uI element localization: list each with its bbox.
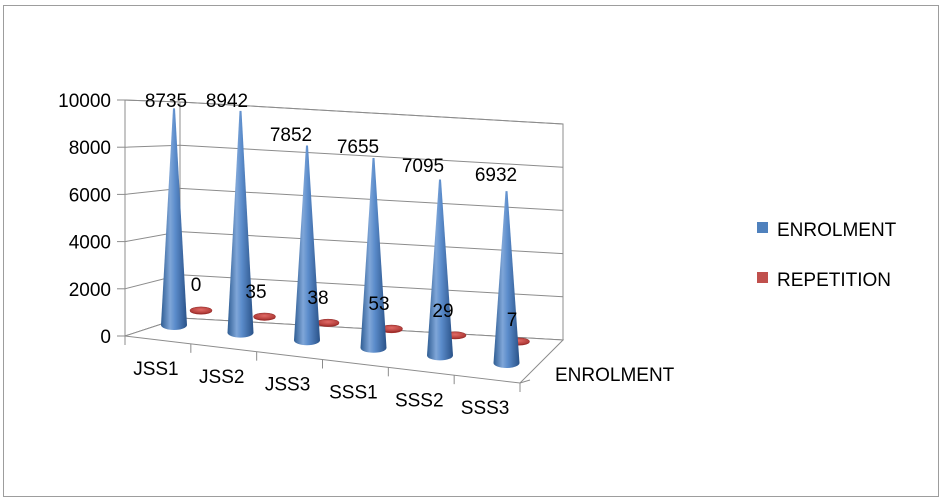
enrolment-cone	[360, 157, 387, 353]
data-label-repetition: 35	[245, 282, 266, 303]
legend-swatch-repetition	[757, 272, 768, 283]
y-tick-label: 0	[100, 327, 111, 348]
enrolment-cone	[227, 110, 254, 338]
x-tick-label: JSS3	[265, 375, 310, 396]
x-tick-label: SSS2	[395, 390, 444, 411]
y-tick-label: 4000	[69, 233, 111, 254]
legend-item-enrolment: ENROLMENT	[757, 220, 897, 241]
z-tick-mark	[519, 379, 531, 384]
repetition-disk	[253, 312, 276, 321]
data-label-repetition: 53	[368, 294, 389, 315]
y-tick-label: 2000	[69, 280, 111, 301]
data-label-enrolment: 8942	[206, 91, 248, 112]
x-tick-label: SSS1	[329, 382, 378, 403]
legend-label-enrolment: ENROLMENT	[777, 220, 897, 241]
repetition-disk	[189, 306, 213, 315]
data-label-repetition: 7	[507, 310, 518, 331]
series-repetition	[189, 306, 530, 346]
gridline	[124, 187, 564, 211]
chart-walls	[124, 99, 564, 341]
series-enrolment	[161, 108, 520, 368]
legend: ENROLMENT REPETITION	[757, 220, 897, 291]
data-labels: 0 35 38 53 29 7 8735 8942 7852 7655 7095 6932	[145, 91, 517, 331]
z-axis-label: ENROLMENT	[555, 365, 675, 386]
data-label-enrolment: 6932	[475, 165, 517, 186]
legend-swatch-enrolment	[757, 222, 768, 233]
data-label-enrolment: 7852	[270, 125, 312, 146]
legend-item-repetition: REPETITION	[757, 270, 891, 291]
enrolment-cone	[427, 179, 453, 361]
enrolment-cone	[294, 145, 320, 346]
x-axis-ticks: JSS1 JSS2 JSS3 SSS1 SSS2 SSS3	[124, 336, 521, 419]
enrolment-cone	[493, 191, 520, 368]
x-tick-label: JSS2	[199, 367, 244, 388]
y-axis-ticks: 0 2000 4000 6000 8000 10000	[58, 91, 126, 348]
y-tick-label: 10000	[58, 91, 111, 112]
data-label-enrolment: 7095	[402, 156, 444, 177]
data-label-enrolment: 8735	[145, 91, 187, 112]
data-label-enrolment: 7655	[337, 137, 379, 158]
x-tick-label: SSS3	[461, 398, 510, 419]
repetition-disk	[316, 318, 340, 327]
gridline	[124, 144, 564, 168]
data-label-repetition: 29	[432, 301, 453, 322]
data-label-repetition: 0	[191, 275, 202, 296]
y-tick-label: 8000	[69, 138, 111, 159]
gridline	[124, 99, 564, 125]
x-tick-label: JSS1	[133, 359, 178, 380]
legend-label-repetition: REPETITION	[777, 270, 891, 291]
enrolment-cone	[161, 108, 187, 330]
data-label-repetition: 38	[307, 288, 328, 309]
y-tick-label: 6000	[69, 185, 111, 206]
